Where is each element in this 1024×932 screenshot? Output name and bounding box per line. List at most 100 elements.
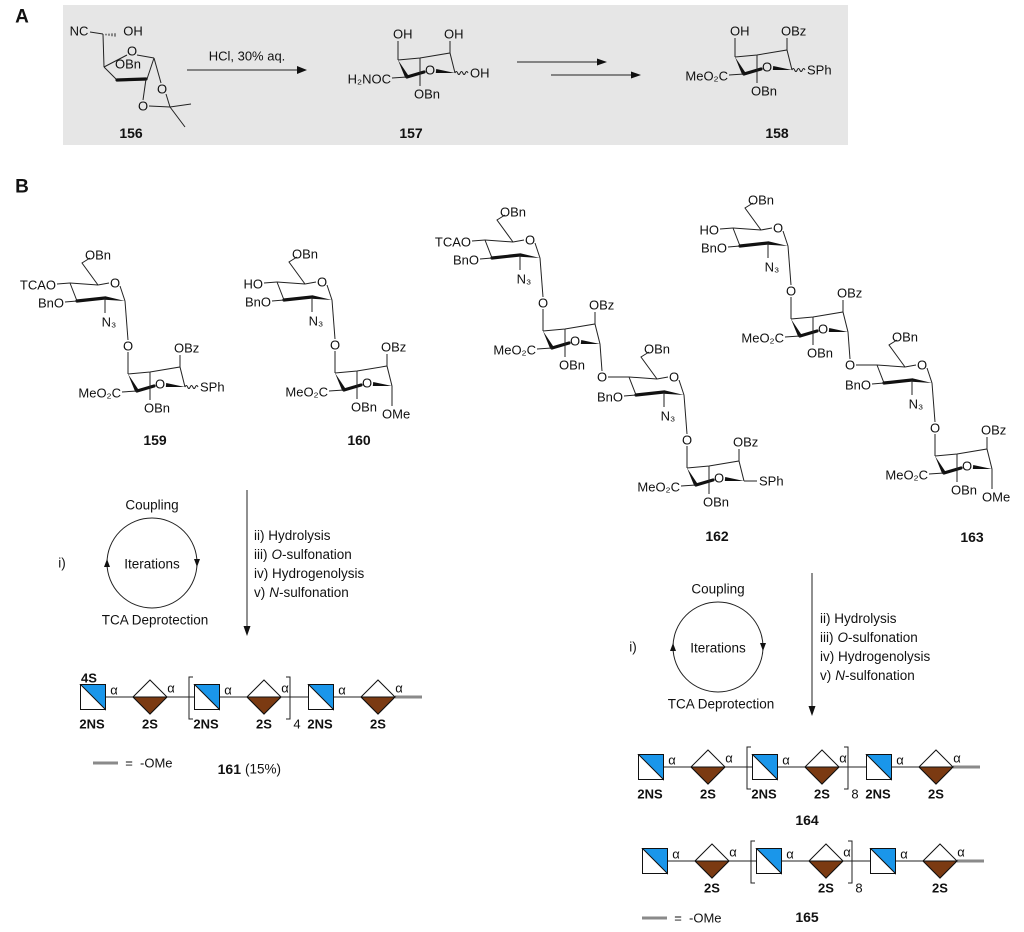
o6-label: OBn [644, 342, 670, 357]
wedge-bond [911, 378, 932, 383]
ring-oxygen-label: O [917, 358, 927, 373]
bond [331, 299, 336, 340]
sulfation-label: 2S [928, 787, 944, 802]
wedge-bond [128, 374, 139, 392]
anomeric-label: OMe [382, 407, 410, 422]
step-number: iv) [254, 566, 268, 581]
step-text: Hydrolysis [831, 611, 897, 626]
o3-label: BnO [38, 296, 64, 311]
bond [342, 383, 363, 392]
carboxyl-label: MeO₂C [885, 468, 928, 483]
idoa-diamond-fill [803, 766, 841, 785]
legend-ome-label: -OMe [689, 911, 722, 926]
idoa-diamond-fill [917, 766, 955, 785]
bond [871, 382, 885, 385]
repeat-count: 4 [293, 717, 300, 732]
azide-label: N₃ [102, 315, 117, 330]
bond [136, 54, 155, 59]
idoa-diamond-fill [807, 860, 845, 879]
anomeric-label: OMe [982, 490, 1010, 505]
bond [719, 227, 734, 230]
bond [744, 202, 762, 231]
bond [536, 347, 553, 350]
bond [271, 299, 285, 302]
step-number: iii) [254, 547, 268, 562]
wedge-bond [791, 319, 802, 337]
bond [153, 57, 162, 84]
step-number: v) [254, 585, 265, 600]
bond [169, 106, 186, 128]
o2-label: OBz [589, 298, 614, 313]
wedge-bond [519, 253, 540, 258]
o3-label: BnO [597, 390, 623, 405]
bond [539, 257, 544, 298]
o6-label: OBn [748, 193, 774, 208]
wedge-bond [735, 57, 746, 75]
o3-label: OBn [351, 400, 377, 415]
o3-label: BnO [701, 241, 727, 256]
linkage-alpha-label: α [782, 753, 790, 768]
sulfation-label: 2S [142, 717, 158, 732]
step-text: Hydrogenolysis [268, 566, 364, 581]
sulfation-label: 2NS [193, 717, 219, 732]
glycosidic-oxygen-label: O [930, 421, 940, 436]
wedge-bond [372, 382, 392, 386]
sulfation-label: 2S [700, 787, 716, 802]
glcn-square-fill [751, 754, 778, 781]
azide-label: N₃ [765, 260, 780, 275]
o3-label: OBn [414, 87, 440, 102]
o3-label: BnO [453, 253, 479, 268]
bond [89, 31, 104, 35]
o4-label: TCAO [20, 278, 56, 293]
o2-label: OBz [381, 340, 406, 355]
sulfation-label: 2NS [751, 787, 777, 802]
o2-label: OBz [837, 286, 862, 301]
linkage-alpha-label: α [896, 753, 904, 768]
ring-oxygen-label: O [317, 275, 327, 290]
step-text: -sulfonation [845, 668, 915, 683]
anomeric-label: OH [470, 66, 490, 81]
bond [102, 33, 105, 68]
repeat-bracket-left [746, 746, 751, 790]
bond [876, 364, 906, 368]
bond [634, 390, 666, 397]
compound-number: 156 [119, 125, 143, 141]
glcn-square-fill [755, 848, 782, 875]
anomeric-label: SPh [807, 63, 832, 78]
o2-label: OBz [981, 423, 1006, 438]
compound-number: 164 [795, 812, 819, 828]
bond [656, 376, 669, 380]
bond [734, 49, 793, 71]
bond [326, 284, 333, 301]
linkage-alpha-label: α [167, 681, 175, 696]
bond [942, 466, 963, 475]
step-italic: N [835, 668, 845, 683]
linkage-alpha-label: α [953, 751, 961, 766]
bond [678, 379, 685, 396]
reaction-step: iii) O-sulfonation [820, 630, 918, 645]
bond [148, 105, 171, 108]
bond [888, 339, 906, 368]
bond [928, 472, 945, 475]
o3-label: OBn [703, 495, 729, 510]
acetonide-oxygen-label: O [157, 82, 167, 97]
o2-label: OBz [174, 341, 199, 356]
sulfation-label: 2S [814, 787, 830, 802]
repeat-bracket-left [188, 676, 193, 720]
legend-equals: = [125, 756, 133, 771]
bond [680, 484, 697, 487]
bond [727, 245, 741, 248]
bond [169, 103, 192, 108]
compound-number: 158 [765, 125, 789, 141]
bond [784, 335, 801, 338]
cycle-bottom-label: TCA Deprotection [668, 697, 775, 712]
bond [263, 281, 278, 284]
carboxyl-label: MeO₂C [741, 331, 784, 346]
linkage-alpha-label: α [900, 847, 908, 862]
reagent-label: HCl, 30% aq. [209, 49, 286, 64]
step-number: iv) [820, 649, 834, 664]
ring-oxygen-label: O [818, 322, 828, 337]
ring-oxygen-label: O [110, 276, 120, 291]
o3-label: BnO [845, 378, 871, 393]
glycosidic-oxygen-label: O [845, 358, 855, 373]
